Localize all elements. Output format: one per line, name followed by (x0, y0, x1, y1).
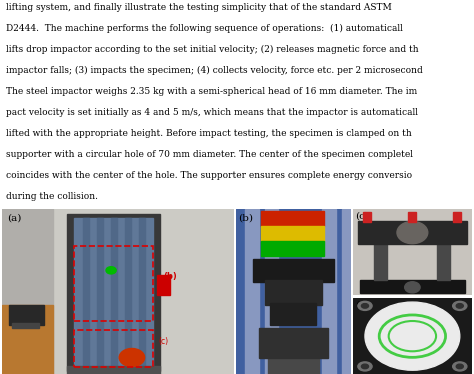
Bar (139, 218, 145, 367)
Ellipse shape (365, 302, 460, 370)
Text: (c): (c) (158, 337, 169, 346)
Bar (342, 209, 356, 374)
Bar (67, 214, 160, 371)
Text: (d): (d) (356, 301, 370, 310)
Bar (259, 328, 328, 358)
Bar (9, 305, 44, 325)
Bar (322, 209, 336, 374)
Text: The steel impactor weighs 2.35 kg with a semi-spherical head of 16 mm diameter. : The steel impactor weighs 2.35 kg with a… (6, 87, 417, 96)
Bar (271, 303, 316, 325)
Bar (97, 218, 103, 367)
Bar (264, 280, 322, 305)
Circle shape (361, 304, 369, 308)
Bar (268, 354, 319, 374)
Bar (453, 212, 461, 222)
Text: impactor falls; (3) impacts the specimen; (4) collects velocity, force etc. per : impactor falls; (3) impacts the specimen… (6, 66, 422, 75)
Bar (358, 221, 467, 244)
Bar (408, 212, 416, 222)
Bar (363, 212, 371, 222)
Bar (125, 218, 131, 367)
Bar (264, 209, 279, 374)
Circle shape (456, 364, 463, 369)
Bar (12, 323, 39, 328)
Bar (374, 243, 387, 280)
Text: (b): (b) (163, 272, 177, 280)
Text: lifting system, and finally illustrate the testing simplicity that of the standa: lifting system, and finally illustrate t… (6, 3, 392, 12)
Circle shape (106, 267, 116, 274)
Bar (67, 366, 160, 374)
Circle shape (456, 304, 463, 308)
Text: (b): (b) (238, 214, 253, 223)
Bar (111, 218, 117, 367)
Text: supporter with a circular hole of 70 mm diameter. The center of the specimen com: supporter with a circular hole of 70 mm … (6, 150, 413, 159)
Circle shape (361, 364, 369, 369)
Bar (437, 243, 450, 280)
Circle shape (397, 221, 428, 244)
Text: lifted with the appropriate height. Before impact testing, the specimen is clamp: lifted with the appropriate height. Befo… (6, 129, 411, 138)
Text: (c): (c) (356, 212, 370, 221)
Circle shape (358, 362, 372, 371)
Bar (245, 209, 259, 374)
Bar (83, 218, 89, 367)
Bar (157, 275, 170, 295)
Circle shape (358, 301, 372, 310)
Circle shape (405, 282, 420, 293)
Bar (261, 226, 324, 241)
Text: (a): (a) (7, 214, 21, 223)
Circle shape (119, 349, 145, 367)
Text: D2444.  The machine performs the following sequence of operations:  (1) automati: D2444. The machine performs the followin… (6, 24, 402, 33)
Bar (2, 305, 53, 374)
Text: coincides with the center of the hole. The supporter ensures complete energy con: coincides with the center of the hole. T… (6, 171, 412, 180)
Text: during the collision.: during the collision. (6, 191, 98, 200)
Bar (261, 211, 324, 226)
Circle shape (453, 301, 467, 310)
Bar (261, 241, 324, 255)
Circle shape (453, 362, 467, 371)
Bar (2, 209, 53, 374)
Text: pact velocity is set initially as 4 and 5 m/s, which means that the impactor is : pact velocity is set initially as 4 and … (6, 108, 418, 117)
Bar (253, 259, 334, 282)
Bar (74, 218, 153, 367)
Bar (360, 280, 465, 293)
Text: lifts drop impactor according to the set initial velocity; (2) releases magnetic: lifts drop impactor according to the set… (6, 45, 419, 54)
